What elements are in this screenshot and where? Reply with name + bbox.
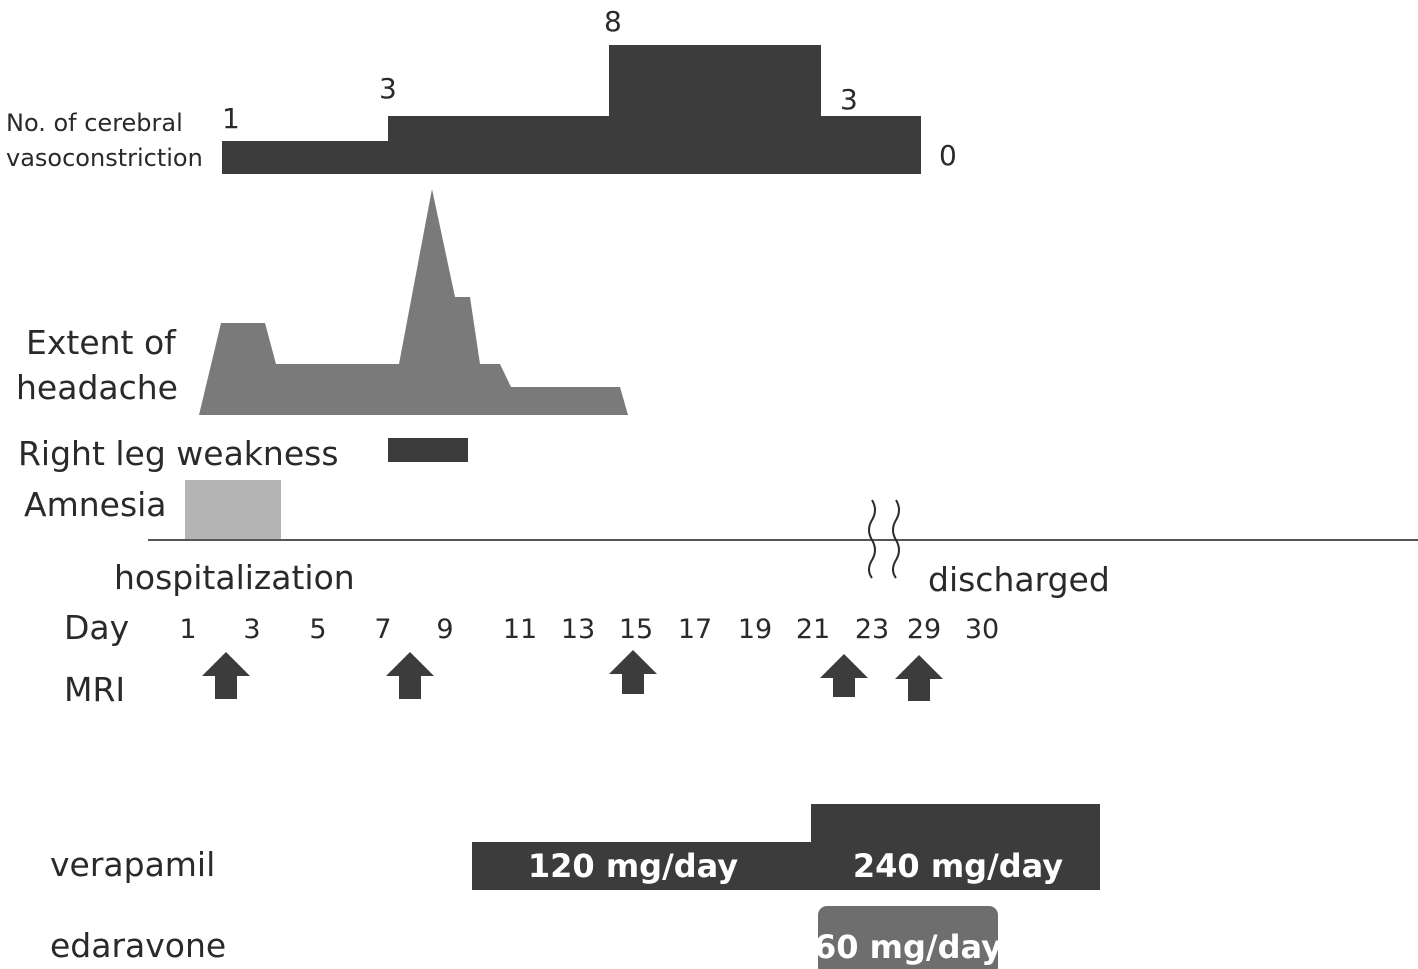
vasoconstriction-label-line1: No. of cerebral [6,109,183,137]
weakness-bar [388,438,468,462]
day-tick: 5 [309,614,326,645]
verapamil-label: verapamil [50,845,215,884]
amnesia-label: Amnesia [24,485,167,524]
day-tick: 15 [619,614,653,645]
verapamil-row: verapamil 120 mg/day 240 mg/day [50,804,1100,890]
timeline-break-mark [868,499,900,579]
mri-arrow-icon [820,654,868,697]
headache-label-line1: Extent of [26,323,177,362]
day-tick: 1 [179,614,196,645]
edaravone-row: edaravone 60 mg/day [50,906,1002,969]
day-tick: 11 [503,614,537,645]
vasoconstriction-count-5: 0 [939,139,957,172]
day-tick: 3 [243,614,260,645]
edaravone-bar [818,906,998,969]
vasoconstriction-label-line2: vasoconstriction [6,144,203,172]
verapamil-dose-120: 120 mg/day [528,847,738,885]
vasoconstriction-count-1: 1 [222,102,240,135]
edaravone-dose: 60 mg/day [814,928,1002,966]
day-axis: Day 1 3 5 7 9 11 13 15 17 19 21 23 29 30 [64,608,999,647]
headache-chart: Extent of headache [16,189,628,415]
discharged-label: discharged [928,560,1110,599]
vasoconstriction-chart: No. of cerebral vasoconstriction 1 3 8 3… [6,5,957,174]
day-label: Day [64,608,129,647]
verapamil-bar [472,804,1100,890]
day-tick: 30 [965,614,999,645]
day-tick: 13 [561,614,595,645]
mri-arrow-icon [386,652,434,699]
hospitalization-label: hospitalization [114,558,355,597]
day-tick: 23 [855,614,889,645]
weakness-row: Right leg weakness [18,434,468,473]
weakness-label: Right leg weakness [18,434,339,473]
mri-row: MRI [64,650,943,709]
day-tick: 17 [678,614,712,645]
vasoconstriction-count-2: 3 [379,72,397,105]
vasoconstriction-steps [222,45,921,174]
edaravone-label: edaravone [50,926,226,965]
day-tick: 7 [374,614,391,645]
mri-arrow-icon [895,655,943,701]
amnesia-bar [185,480,281,540]
headache-label-line2: headache [16,368,178,407]
mri-label: MRI [64,670,125,709]
day-tick: 19 [738,614,772,645]
vasoconstriction-count-3: 8 [604,5,622,38]
vasoconstriction-count-4: 3 [840,83,858,116]
mri-arrow-icon [202,652,250,699]
day-tick: 9 [436,614,453,645]
amnesia-row: Amnesia [24,480,281,540]
mri-arrow-icon [609,650,657,694]
day-tick: 29 [907,614,941,645]
headache-area [199,189,628,415]
day-tick: 21 [796,614,830,645]
verapamil-dose-240: 240 mg/day [853,847,1063,885]
